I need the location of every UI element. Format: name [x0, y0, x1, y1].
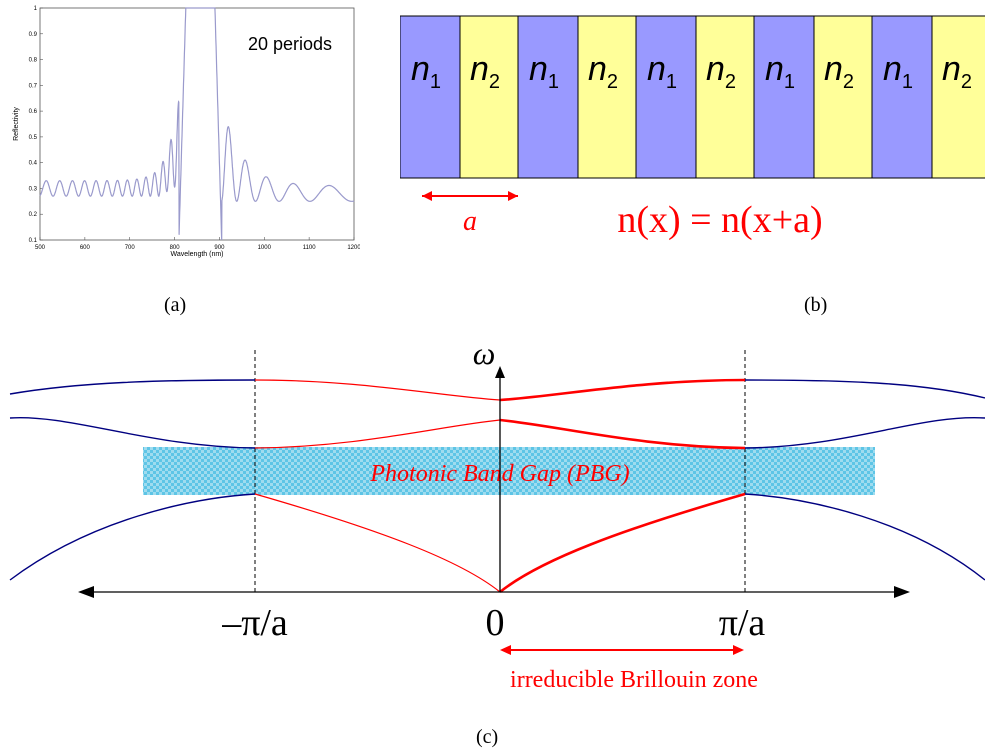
y-tick-label: 0.5: [29, 135, 38, 141]
periodicity-equation: n(x) = n(x+a): [617, 199, 822, 241]
reflectivity-curve: [39, 7, 355, 241]
band-3-right: [744, 379, 985, 399]
y-tick-label: 1: [34, 6, 38, 12]
band-diagram: Photonic Band Gap (PBG) ω –π/a: [0, 330, 985, 710]
omega-label: ω: [473, 335, 496, 371]
y-tick-label: 0.3: [29, 186, 38, 192]
x-tick-label: 900: [214, 245, 225, 251]
band-1-reduced-left: [254, 493, 501, 593]
multilayer-stack-svg: n1n2n1n2n1n2n1n2n1n2n1n2 a n(x) = n(x+a): [399, 15, 985, 241]
multilayer-stack: n1n2n1n2n1n2n1n2n1n2n1n2 a n(x) = n(x+a): [399, 0, 985, 260]
y-tick-label: 0.1: [29, 238, 38, 244]
band-3-left: [9, 379, 256, 395]
extended-zone-bands: [9, 379, 985, 581]
band-1-right: [744, 493, 985, 581]
brillouin-arrow-left-head: [500, 645, 511, 655]
layer-n2: [577, 15, 637, 179]
tick-zero: 0: [486, 602, 505, 644]
layer-n2: [931, 15, 985, 179]
y-axis-label: Reflectivity: [13, 107, 20, 141]
caption-b: (b): [804, 294, 828, 316]
layer-n1: [399, 15, 461, 179]
x-tick-label: 800: [170, 245, 181, 251]
periods-annotation: 20 periods: [248, 34, 332, 54]
band-2-left: [9, 416, 256, 449]
photonic-band-gap-region: [143, 447, 875, 495]
period-arrow-right-head: [508, 191, 518, 201]
layer-n1: [753, 15, 815, 179]
y-tick-label: 0.7: [29, 83, 38, 89]
band-2-reduced-right: [499, 418, 746, 450]
tick-minus-pi-over-a: –π/a: [221, 602, 288, 644]
brillouin-zone-label: irreducible Brillouin zone: [510, 667, 758, 693]
layer-n2: [459, 15, 519, 179]
x-tick-label: 1200: [347, 245, 360, 251]
x-tick-label: 1100: [303, 245, 317, 251]
x-tick-label: 500: [35, 245, 46, 251]
band-1-reduced-right: [499, 492, 746, 594]
period-label: a: [463, 206, 477, 237]
layer-n2: [813, 15, 873, 179]
reduced-zone-bands: [254, 378, 746, 594]
band-diagram-svg: Photonic Band Gap (PBG) ω –π/a: [9, 335, 985, 693]
caption-a: (a): [164, 294, 187, 316]
tick-pi-over-a: π/a: [719, 602, 766, 644]
layer-n1: [517, 15, 579, 179]
caption-c: (c): [476, 726, 499, 748]
band-2-right: [744, 416, 985, 449]
k-axis-left-arrow: [78, 586, 94, 598]
x-axis-label: Wavelength (nm): [170, 251, 223, 258]
x-tick-label: 1000: [258, 245, 272, 251]
layer-n2: [695, 15, 755, 179]
brillouin-arrow-right-head: [733, 645, 744, 655]
k-axis-right-arrow: [894, 586, 910, 598]
band-3-reduced-right: [499, 378, 746, 402]
y-tick-label: 0.2: [29, 212, 38, 218]
omega-axis-arrow: [495, 366, 505, 378]
y-tick-label: 0.6: [29, 109, 38, 115]
reflectivity-plot-svg: 0.1 0.2 0.3 0.4 0.5 0.6 0.7 0.8 0.9 1 500 600 700 80…: [13, 6, 361, 258]
band-3-reduced-left: [254, 379, 501, 401]
x-tick-label: 600: [80, 245, 91, 251]
period-arrow-left-head: [422, 191, 432, 201]
y-tick-label: 0.9: [29, 32, 38, 38]
annotation-box: [236, 30, 344, 58]
reflectivity-plot: 0.1 0.2 0.3 0.4 0.5 0.6 0.7 0.8 0.9 1 500 600 700 80…: [0, 0, 361, 270]
band-1-left: [9, 493, 256, 581]
layer-n1: [635, 15, 697, 179]
y-tick-label: 0.4: [29, 161, 38, 167]
x-tick-label: 700: [125, 245, 136, 251]
band-2-reduced-left: [254, 419, 501, 449]
layer-n1: [871, 15, 933, 179]
y-tick-label: 0.8: [29, 58, 38, 64]
